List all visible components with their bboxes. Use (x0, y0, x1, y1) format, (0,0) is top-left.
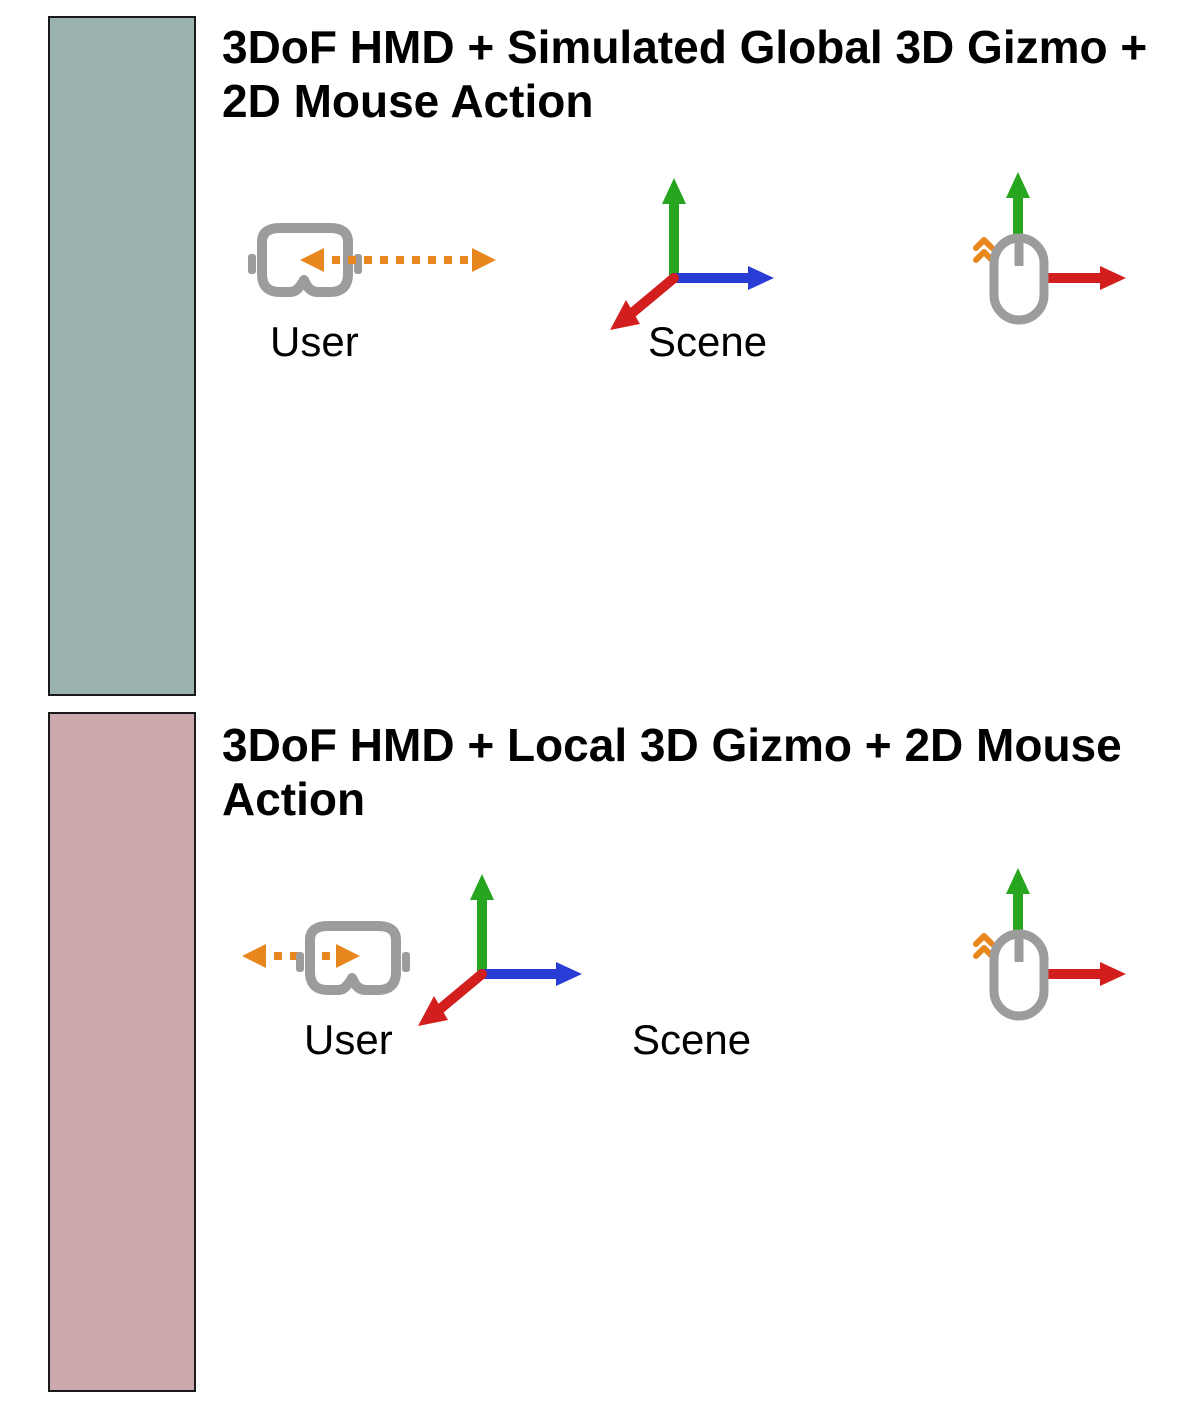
mouse-bottom-svg (954, 866, 1154, 1036)
mouse-scroll-chevron-icon (976, 240, 992, 260)
label-scene-top: Scene (648, 318, 767, 366)
hmd-bottom-svg (236, 912, 436, 1012)
label-user-bottom: User (304, 1016, 393, 1064)
gizmo-top-wrap (596, 170, 796, 340)
label-user-top: User (270, 318, 359, 366)
mouse-axes-icon (1006, 868, 1126, 986)
hmd-top-wrap (246, 214, 506, 314)
mouse-axes-icon (1006, 172, 1126, 290)
hmd-motion-arrow-icon (300, 248, 496, 272)
swatch-top (48, 16, 196, 696)
gizmo-top-svg (596, 170, 796, 340)
mouse-top-wrap (954, 170, 1154, 340)
section-title-top: 3DoF HMD + Simulated Global 3D Gizmo + 2… (222, 20, 1180, 128)
section-title-bottom: 3DoF HMD + Local 3D Gizmo + 2D Mouse Act… (222, 718, 1180, 826)
axis-gizmo-icon (418, 874, 582, 1026)
swatch-bottom (48, 712, 196, 1392)
hmd-bottom-wrap (236, 912, 436, 1012)
mouse-top-svg (954, 170, 1154, 340)
mouse-icon (994, 934, 1044, 1016)
gizmo-bottom-wrap (414, 866, 614, 1036)
mouse-icon (994, 238, 1044, 320)
axis-gizmo-icon (610, 178, 774, 330)
page-root: 3DoF HMD + Simulated Global 3D Gizmo + 2… (0, 0, 1180, 1409)
mouse-bottom-wrap (954, 866, 1154, 1036)
label-scene-bottom: Scene (632, 1016, 751, 1064)
gizmo-bottom-svg (414, 866, 614, 1036)
mouse-scroll-chevron-icon (976, 936, 992, 956)
hmd-top-svg (246, 214, 506, 314)
